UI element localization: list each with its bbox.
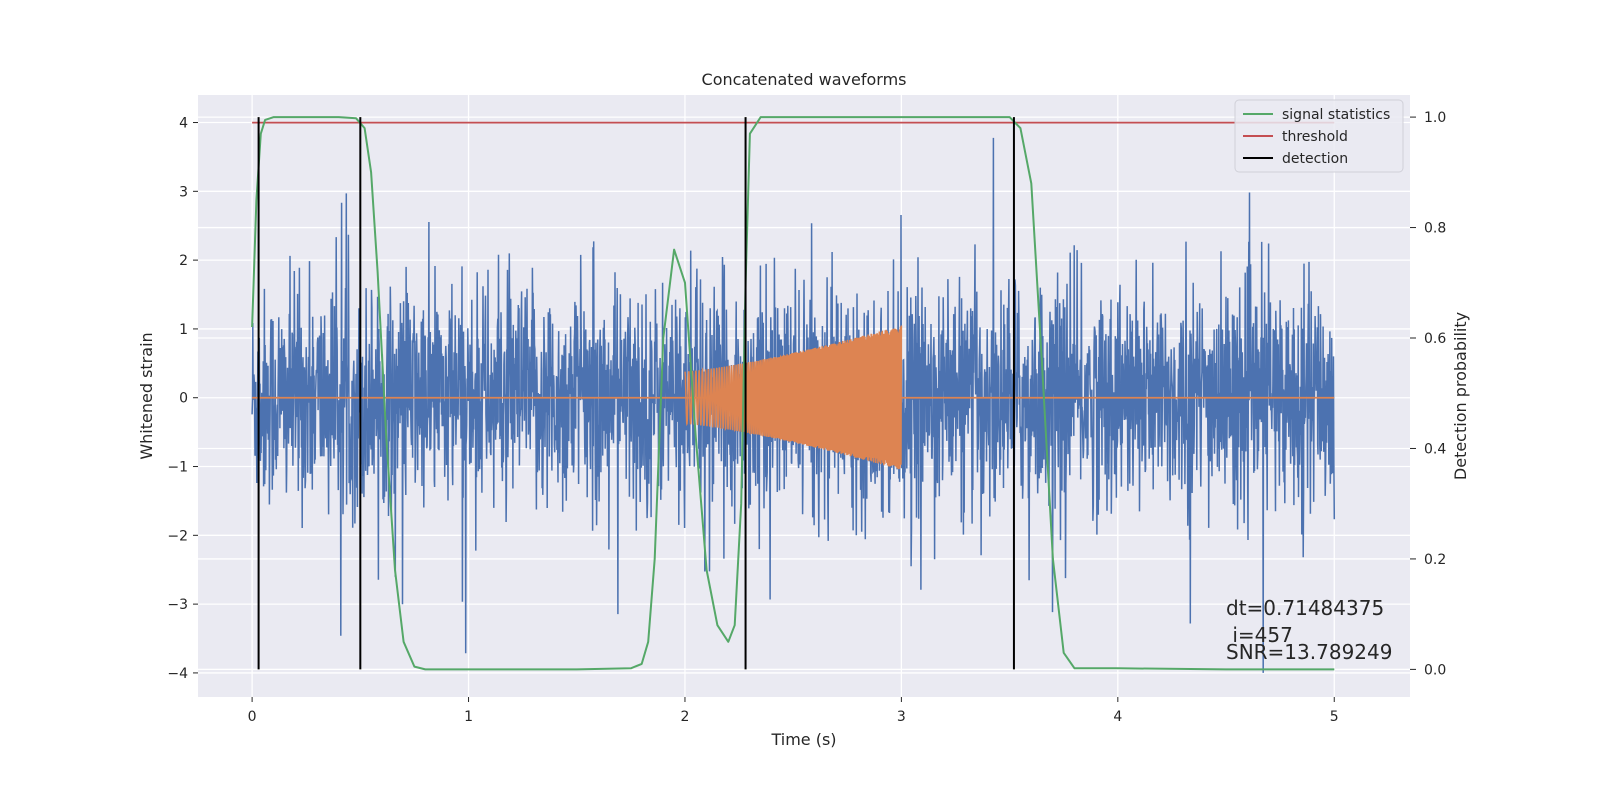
y-tick-label: −1 (167, 460, 188, 476)
x-tick-label: 3 (897, 709, 906, 725)
y2-tick-label: 0.8 (1424, 221, 1446, 237)
y2-tick-label: 0.2 (1424, 552, 1446, 568)
annotation-snr: SNR=13.789249 (1226, 640, 1392, 664)
annotation-dt: dt=0.71484375 (1226, 596, 1384, 620)
legend: signal statistics threshold detection (1234, 99, 1404, 173)
y2-tick-label: 0.4 (1424, 441, 1446, 457)
annotation-i: i=457 (1226, 623, 1293, 647)
data-layer (251, 116, 1336, 673)
legend-frame (1234, 99, 1404, 173)
series-whitened-strain (251, 137, 1336, 673)
x-tick-label: 1 (464, 709, 473, 725)
y-tick-label: 4 (179, 116, 188, 132)
x-tick-label: 0 (248, 709, 257, 725)
x-axis-label: Time (s) (770, 730, 836, 749)
series-signal-statistics (251, 116, 1335, 671)
y-tick-label: −4 (167, 666, 188, 682)
x-tick-label: 4 (1113, 709, 1122, 725)
y-tick-label: 0 (179, 391, 188, 407)
y-tick-label: 3 (179, 184, 188, 200)
y2-tick-label: 0.6 (1424, 331, 1446, 347)
y2-tick-label: 1.0 (1424, 110, 1446, 126)
series-injection-chirp (684, 325, 903, 470)
axes-layer: 0 1 2 3 4 5 −4 −3 −2 −1 0 1 2 3 4 0.0 0.2 0.4 0.6 0.8 1.0 (167, 110, 1446, 725)
y-axis-label: Whitened strain (137, 332, 156, 459)
legend-label: threshold (1282, 129, 1348, 145)
legend-label: detection (1282, 151, 1348, 167)
y-tick-label: 2 (179, 253, 188, 269)
y2-tick-label: 0.0 (1424, 662, 1446, 678)
legend-label: signal statistics (1282, 107, 1390, 123)
chart-title: Concatenated waveforms (702, 70, 907, 89)
x-tick-label: 5 (1330, 709, 1339, 725)
y2-axis-label: Detection probability (1451, 312, 1470, 480)
y-tick-label: 1 (179, 322, 188, 338)
y-tick-label: −2 (167, 528, 188, 544)
x-tick-label: 2 (681, 709, 690, 725)
y-tick-label: −3 (167, 597, 188, 613)
